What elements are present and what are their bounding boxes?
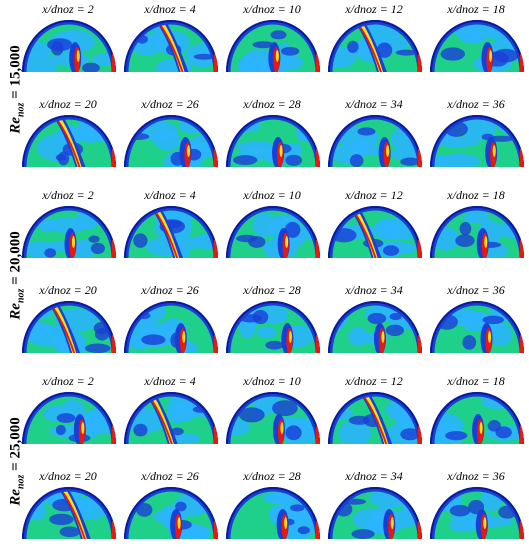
contour-row: x/dnoz = 2 x/dnoz = 4 x/dnoz = 10 x/dnoz = … <box>18 0 528 80</box>
panel-label: x/dnoz = 12 <box>345 2 403 16</box>
panel-label: x/dnoz = 26 <box>141 97 199 111</box>
contour-panel: x/dnoz = 4 <box>120 0 220 80</box>
contour-row: x/dnoz = 20 x/dnoz = 26 x/dnoz = 28 x/dnoz … <box>18 467 528 547</box>
contour-panel: x/dnoz = 12 <box>324 372 424 452</box>
panel-label: x/dnoz = 18 <box>447 188 505 202</box>
panel-label: x/dnoz = 2 <box>42 188 94 202</box>
contour-panel: x/dnoz = 20 <box>18 95 118 175</box>
contour-panel: x/dnoz = 12 <box>324 186 424 266</box>
contour-plot <box>328 392 422 444</box>
contour-panel: x/dnoz = 10 <box>222 186 322 266</box>
panel-label: x/dnoz = 28 <box>243 97 301 111</box>
panel-label: x/dnoz = 20 <box>39 469 97 483</box>
contour-panel: x/dnoz = 28 <box>222 467 322 547</box>
contour-plot <box>226 392 320 444</box>
panel-label: x/dnoz = 2 <box>42 2 94 16</box>
contour-plot <box>226 115 320 167</box>
contour-row: x/dnoz = 20 x/dnoz = 26 x/dnoz = 28 x/dnoz … <box>18 281 528 361</box>
contour-panel: x/dnoz = 34 <box>324 95 424 175</box>
contour-plot <box>226 301 320 353</box>
contour-panel: x/dnoz = 18 <box>426 0 526 80</box>
contour-plot <box>124 206 218 258</box>
panel-label: x/dnoz = 12 <box>345 374 403 388</box>
panel-label: x/dnoz = 36 <box>447 283 505 297</box>
contour-panel: x/dnoz = 26 <box>120 95 220 175</box>
contour-plot <box>22 20 116 72</box>
contour-panel: x/dnoz = 12 <box>324 0 424 80</box>
panel-label: x/dnoz = 10 <box>243 2 301 16</box>
contour-panel: x/dnoz = 34 <box>324 467 424 547</box>
contour-row: x/dnoz = 2 x/dnoz = 4 x/dnoz = 10 x/dnoz = … <box>18 186 528 266</box>
contour-plot <box>124 20 218 72</box>
panel-label: x/dnoz = 28 <box>243 469 301 483</box>
contour-plot <box>430 487 524 539</box>
contour-plot <box>328 487 422 539</box>
contour-row: x/dnoz = 2 x/dnoz = 4 x/dnoz = 10 x/dnoz = … <box>18 372 528 452</box>
panel-label: x/dnoz = 36 <box>447 97 505 111</box>
contour-plot <box>22 206 116 258</box>
panel-label: x/dnoz = 36 <box>447 469 505 483</box>
contour-panel: x/dnoz = 2 <box>18 186 118 266</box>
contour-plot <box>124 392 218 444</box>
contour-panel: x/dnoz = 20 <box>18 467 118 547</box>
contour-plot <box>226 20 320 72</box>
contour-panel: x/dnoz = 20 <box>18 281 118 361</box>
panel-label: x/dnoz = 28 <box>243 283 301 297</box>
panel-label: x/dnoz = 26 <box>141 469 199 483</box>
panel-label: x/dnoz = 34 <box>345 469 403 483</box>
contour-panel: x/dnoz = 18 <box>426 372 526 452</box>
contour-panel: x/dnoz = 2 <box>18 0 118 80</box>
panel-label: x/dnoz = 10 <box>243 188 301 202</box>
panel-label: x/dnoz = 18 <box>447 374 505 388</box>
panel-label: x/dnoz = 20 <box>39 97 97 111</box>
contour-panel: x/dnoz = 34 <box>324 281 424 361</box>
contour-plot <box>124 487 218 539</box>
contour-panel: x/dnoz = 4 <box>120 372 220 452</box>
contour-panel: x/dnoz = 10 <box>222 372 322 452</box>
contour-plot <box>22 487 116 539</box>
contour-panel: x/dnoz = 28 <box>222 95 322 175</box>
contour-panel: x/dnoz = 28 <box>222 281 322 361</box>
contour-plot <box>22 392 116 444</box>
contour-plot <box>430 115 524 167</box>
panel-label: x/dnoz = 10 <box>243 374 301 388</box>
panel-label: x/dnoz = 26 <box>141 283 199 297</box>
contour-plot <box>430 392 524 444</box>
contour-panel: x/dnoz = 4 <box>120 186 220 266</box>
contour-panel: x/dnoz = 10 <box>222 0 322 80</box>
contour-plot <box>328 206 422 258</box>
panel-label: x/dnoz = 20 <box>39 283 97 297</box>
contour-plot <box>226 206 320 258</box>
panel-label: x/dnoz = 18 <box>447 2 505 16</box>
contour-panel: x/dnoz = 36 <box>426 281 526 361</box>
contour-plot <box>22 115 116 167</box>
contour-panel: x/dnoz = 36 <box>426 95 526 175</box>
panel-label: x/dnoz = 34 <box>345 283 403 297</box>
panel-label: x/dnoz = 4 <box>144 374 196 388</box>
panel-label: x/dnoz = 4 <box>144 2 196 16</box>
panel-label: x/dnoz = 4 <box>144 188 196 202</box>
panel-label: x/dnoz = 2 <box>42 374 94 388</box>
contour-panel: x/dnoz = 26 <box>120 281 220 361</box>
contour-panel: x/dnoz = 18 <box>426 186 526 266</box>
contour-plot <box>328 20 422 72</box>
contour-plot <box>328 115 422 167</box>
contour-panel: x/dnoz = 36 <box>426 467 526 547</box>
contour-plot <box>430 206 524 258</box>
contour-plot <box>328 301 422 353</box>
contour-plot <box>226 487 320 539</box>
contour-plot <box>22 301 116 353</box>
contour-row: x/dnoz = 20 x/dnoz = 26 x/dnoz = 28 x/dnoz … <box>18 95 528 175</box>
contour-plot <box>124 301 218 353</box>
contour-plot <box>430 301 524 353</box>
contour-plot <box>430 20 524 72</box>
contour-plot <box>124 115 218 167</box>
contour-panel: x/dnoz = 26 <box>120 467 220 547</box>
contour-panel: x/dnoz = 2 <box>18 372 118 452</box>
panel-label: x/dnoz = 34 <box>345 97 403 111</box>
panel-label: x/dnoz = 12 <box>345 188 403 202</box>
